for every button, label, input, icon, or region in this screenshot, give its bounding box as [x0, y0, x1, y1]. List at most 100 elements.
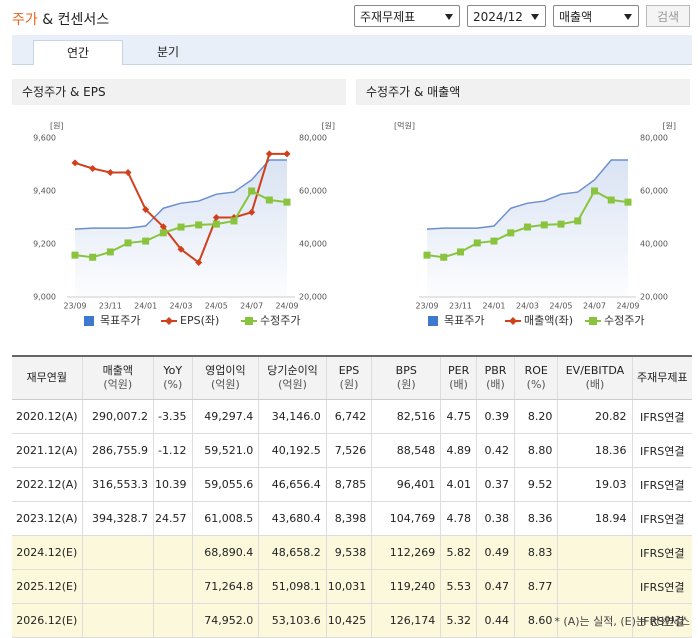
tab[interactable]: 연간	[33, 40, 123, 65]
table-cell: 59,521.0	[191, 433, 259, 468]
legend-label: 목표주가	[100, 314, 140, 327]
table-row: 2021.12(A) 286,755.9 -1.12 59,521.0 40,192.5…	[12, 433, 692, 468]
table-cell: 0.42	[475, 433, 515, 468]
x-tick-label: 24/07	[240, 302, 263, 311]
column-name: 주재무제표	[636, 371, 688, 384]
table-cell	[81, 535, 154, 570]
column-header: YoY (%)	[153, 355, 193, 400]
select[interactable]: 매출액	[553, 5, 639, 27]
column-name: ROE	[524, 364, 548, 377]
legend-marker	[245, 317, 253, 325]
y-tick-label: 9,400	[33, 187, 56, 196]
table-cell: 82,516	[371, 399, 441, 434]
table-cell: 5.32	[440, 603, 477, 638]
table-cell: 0.39	[475, 399, 515, 434]
table-row: 2025.12(E) 71,264.8 51,098.1 10,031 119,240 5…	[12, 569, 692, 604]
point	[507, 229, 515, 237]
column-header: PER (배)	[440, 355, 477, 400]
table-cell: 8.36	[513, 501, 558, 536]
y-tick-label: 9,200	[33, 240, 56, 249]
point	[195, 259, 203, 267]
table-cell: 9,538	[325, 535, 372, 570]
x-tick-label: 23/09	[63, 302, 86, 311]
search-button[interactable]: 검색	[646, 5, 690, 27]
x-tick-label: 23/11	[449, 302, 472, 311]
point	[265, 196, 273, 204]
legend-label: EPS(좌)	[180, 314, 219, 327]
table-cell: 8.77	[513, 569, 558, 604]
table-cell: 4.89	[440, 433, 477, 468]
table-cell: 0.47	[475, 569, 515, 604]
table-cell: 59,055.6	[191, 467, 259, 502]
table-cell: 2021.12(A)	[12, 433, 83, 468]
select[interactable]: 주재무제표	[354, 5, 460, 27]
x-tick-label: 23/09	[415, 302, 438, 311]
point	[624, 198, 632, 206]
chart-panel: 수정주가 & 매출액 [억원] [원] 20,000 40,000 60,000 80,00…	[356, 75, 690, 331]
table-cell: 126,174	[371, 603, 441, 638]
table-cell: 10,031	[325, 569, 372, 604]
table-cell: 43,680.4	[258, 501, 327, 536]
legend-swatch	[84, 316, 94, 326]
column-header: EPS (원)	[325, 355, 372, 400]
column-name: EPS	[338, 364, 360, 377]
table-row: 2024.12(E) 68,890.4 48,658.2 9,538 112,269 5.…	[12, 535, 692, 570]
x-tick-label: 24/01	[134, 302, 157, 311]
header-row: 재무연월 매출액 (억원) YoY (%) 영업이익 (억원) 당기순이익 (억원) EPS (원)…	[12, 355, 692, 400]
point	[159, 229, 167, 237]
x-tick-label: 24/05	[549, 302, 572, 311]
table-cell: 71,264.8	[191, 569, 259, 604]
table-cell: 0.38	[475, 501, 515, 536]
tab[interactable]: 분기	[156, 45, 180, 59]
column-unit: (배)	[585, 378, 605, 391]
title: 주가 & 컨센서스	[12, 9, 109, 29]
column-unit: (원)	[396, 378, 416, 391]
table-cell	[557, 569, 633, 604]
column-unit: (억원)	[103, 378, 133, 391]
column-header: 주재무제표	[631, 355, 692, 400]
table-cell: 8.20	[513, 399, 558, 434]
x-tick-label: 24/03	[169, 302, 192, 311]
legend-marker	[589, 317, 597, 325]
point	[248, 208, 256, 216]
point	[574, 217, 582, 225]
column-name: EV/EBITDA	[565, 364, 625, 377]
point	[423, 251, 431, 259]
column-header: 재무연월	[12, 355, 83, 400]
tab-bar	[12, 35, 692, 65]
table-cell: 5.82	[440, 535, 477, 570]
table-cell: 5.53	[440, 569, 477, 604]
column-unit: (배)	[449, 378, 468, 391]
column-name: PER	[448, 364, 470, 377]
column-unit: (배)	[486, 378, 505, 391]
table-cell	[557, 535, 633, 570]
table-cell: 53,103.6	[258, 603, 327, 638]
x-tick-label: 24/09	[275, 302, 298, 311]
point	[265, 150, 273, 158]
y-axis-label: [억원]	[394, 121, 415, 131]
table-cell	[153, 603, 193, 638]
x-tick-label: 24/01	[482, 302, 505, 311]
table-cell: 96,401	[371, 467, 441, 502]
table-cell: 10,425	[325, 603, 372, 638]
x-tick-label: 24/07	[583, 302, 606, 311]
footnote: * (A)는 실적, (E)는 컨센서스	[554, 615, 690, 628]
column-name: YoY	[163, 364, 183, 377]
select[interactable]: 2024/12	[467, 5, 546, 27]
point	[440, 253, 448, 261]
table-cell: 4.75	[440, 399, 477, 434]
point	[457, 248, 464, 256]
table-cell: 2022.12(A)	[12, 467, 83, 502]
table-cell: 49,297.4	[191, 399, 259, 434]
table-cell	[153, 569, 193, 604]
column-header: EV/EBITDA (배)	[557, 355, 633, 400]
point	[212, 214, 220, 221]
point	[71, 251, 79, 259]
y2-tick-label: 80,000	[640, 134, 668, 143]
column-header: 영업이익 (억원)	[191, 355, 259, 400]
table-cell: 61,008.5	[191, 501, 259, 536]
column-header: PBR (배)	[475, 355, 515, 400]
y2-axis-label: [원]	[321, 122, 335, 131]
table-cell	[153, 535, 193, 570]
table-cell: 9.52	[513, 467, 558, 502]
